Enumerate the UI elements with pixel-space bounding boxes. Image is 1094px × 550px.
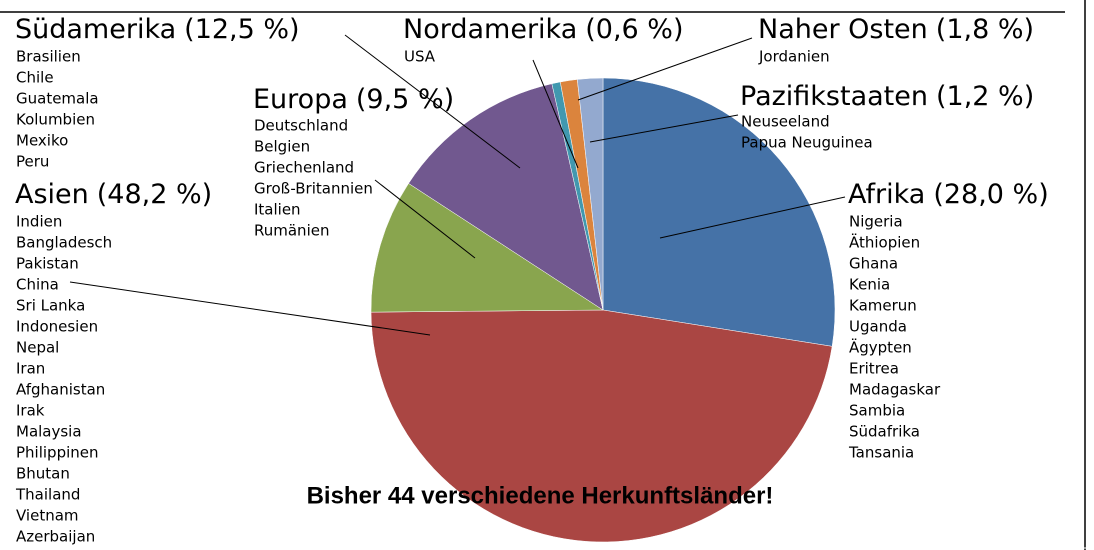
- leader-line: [532, 59, 579, 169]
- slice-label: Europa (9,5 %): [253, 84, 454, 115]
- pie-slice: [577, 77, 604, 311]
- slice-label: Südamerika (12,5 %): [15, 14, 300, 45]
- country: Nigeria: [849, 213, 903, 231]
- country: Nepal: [16, 339, 59, 357]
- country: Madagaskar: [849, 381, 941, 399]
- country: USA: [404, 48, 436, 66]
- country: Uganda: [849, 318, 907, 336]
- category-name: Europa: [253, 84, 348, 115]
- leader-line: [577, 37, 753, 101]
- country: Italien: [254, 201, 301, 219]
- country: Kolumbien: [16, 111, 95, 129]
- country: Iran: [16, 360, 45, 378]
- country: Griechenland: [254, 159, 354, 177]
- country: Sri Lanka: [16, 297, 85, 315]
- country: Bhutan: [16, 465, 70, 483]
- country: Sambia: [849, 402, 905, 420]
- slice-label: Nordamerika (0,6 %): [403, 14, 684, 45]
- country: Vietnam: [16, 507, 79, 525]
- value-label: (1,2 %): [936, 81, 1034, 112]
- country: China: [16, 276, 59, 294]
- value-label: (0,6 %): [585, 14, 683, 45]
- annotation: Bisher 44 verschiedene Herkunftsländer!: [307, 482, 774, 509]
- leader-line: [659, 196, 846, 239]
- slice-label: Afrika (28,0 %): [848, 179, 1049, 210]
- value-label: (12,5 %): [184, 14, 299, 45]
- slice-label: Naher Osten (1,8 %): [758, 14, 1034, 45]
- leader-line: [344, 34, 521, 169]
- country: Brasilien: [16, 48, 81, 66]
- country: Eritrea: [849, 360, 899, 378]
- country: Groß-Britannien: [254, 180, 373, 198]
- country: Indien: [16, 213, 62, 231]
- country: Malaysia: [16, 423, 82, 441]
- leader-line: [374, 179, 476, 259]
- leader-line: [69, 281, 431, 336]
- country: Papua Neuguinea: [741, 134, 873, 152]
- country: Kenia: [849, 276, 890, 294]
- country: Pakistan: [16, 255, 79, 273]
- category-name: Afrika: [848, 179, 925, 210]
- country: Belgien: [254, 138, 310, 156]
- category-name: Naher Osten: [758, 14, 928, 45]
- country: Mexiko: [16, 132, 68, 150]
- country: Rumänien: [254, 222, 329, 240]
- pie-slice: [408, 83, 604, 311]
- country: Chile: [16, 69, 54, 87]
- country: Azerbaijan: [16, 528, 95, 546]
- country: Südafrika: [849, 423, 920, 441]
- pie-slice: [370, 183, 604, 313]
- pie-slice: [602, 77, 836, 347]
- country: Irak: [16, 402, 45, 420]
- country: Bangladesch: [16, 234, 112, 252]
- country: Deutschland: [254, 117, 348, 135]
- leader-line: [589, 114, 739, 143]
- slice-label: Asien (48,2 %): [15, 179, 212, 210]
- country: Peru: [16, 153, 49, 171]
- value-label: (1,8 %): [936, 14, 1034, 45]
- slice-label: Pazifikstaaten (1,2 %): [740, 81, 1034, 112]
- category-name: Asien: [15, 179, 89, 210]
- value-label: (28,0 %): [933, 179, 1048, 210]
- country: Ägypten: [849, 338, 912, 357]
- country: Philippinen: [16, 444, 99, 462]
- pie-slice: [370, 309, 833, 543]
- country: Guatemala: [16, 90, 99, 108]
- country: Äthiopien: [849, 233, 920, 252]
- country: Ghana: [849, 255, 898, 273]
- value-label: (48,2 %): [97, 179, 212, 210]
- country: Neuseeland: [741, 113, 830, 131]
- country: Indonesien: [16, 318, 98, 336]
- country: Tansania: [848, 444, 914, 462]
- country: Thailand: [15, 486, 80, 504]
- country: Jordanien: [758, 48, 830, 66]
- category-name: Nordamerika: [403, 14, 577, 45]
- country: Afghanistan: [16, 381, 105, 399]
- category-name: Südamerika: [15, 14, 176, 45]
- category-name: Pazifikstaaten: [740, 81, 928, 112]
- country: Kamerun: [849, 297, 917, 315]
- value-label: (9,5 %): [356, 84, 454, 115]
